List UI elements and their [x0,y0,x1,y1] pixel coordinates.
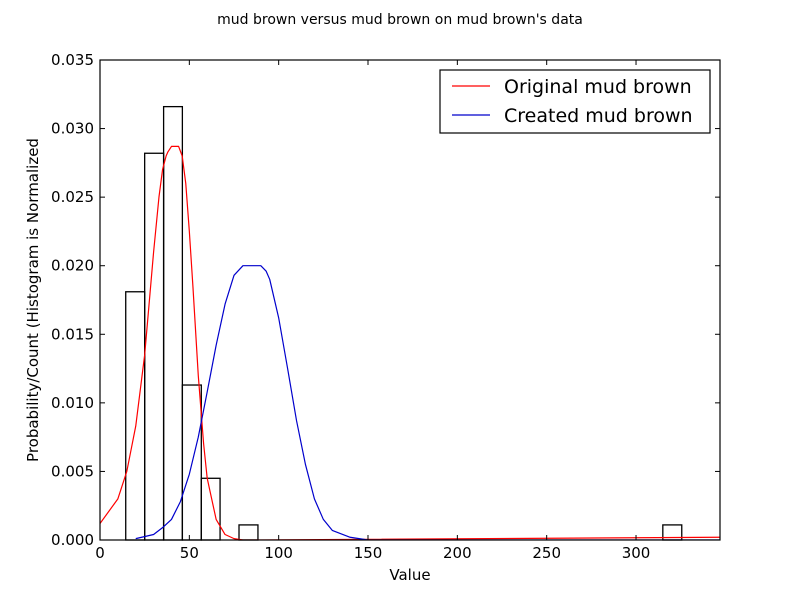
y-tick-label-3: 0.015 [51,325,94,343]
plot-area: 0 50 100 150 200 250 300 0.000 0.005 0.010 0.015 0.… [51,51,721,562]
x-tick-label-3: 150 [354,544,383,562]
histogram-bar-4 [200,477,221,541]
x-tick-label-4: 200 [443,544,472,562]
histogram-bar-6 [238,524,259,541]
histogram-bar-2 [162,105,184,541]
histogram-bar-0 [125,291,146,541]
chart-title: mud brown versus mud brown on mud brown'… [217,12,583,28]
y-tick-label-7: 0.035 [51,51,94,69]
y-tick-label-6: 0.030 [51,120,94,138]
x-tick-label-6: 300 [622,544,651,562]
x-axis-label: Value [389,566,430,584]
series-line-0 [100,145,720,540]
series-line-1 [135,265,720,540]
y-tick-label-2: 0.010 [51,394,94,412]
y-tick-label-5: 0.025 [51,188,94,206]
y-tick-label-4: 0.020 [51,257,94,275]
y-tick-label-1: 0.005 [51,462,94,480]
x-tick-label-0: 0 [95,544,105,562]
histogram-bar-1 [144,152,165,541]
y-tick-label-0: 0.000 [51,531,94,549]
axes-frame [99,59,721,541]
legend-label-0: Original mud brown [504,76,692,98]
x-tick-label-1: 50 [180,544,199,562]
legend-label-1: Created mud brown [504,105,693,127]
x-tick-label-2: 100 [264,544,293,562]
legend-box [439,69,711,134]
x-tick-label-5: 250 [532,544,561,562]
y-axis-label: Probability/Count (Histogram is Normaliz… [24,138,42,462]
legend: Original mud brown Created mud brown [439,69,711,134]
